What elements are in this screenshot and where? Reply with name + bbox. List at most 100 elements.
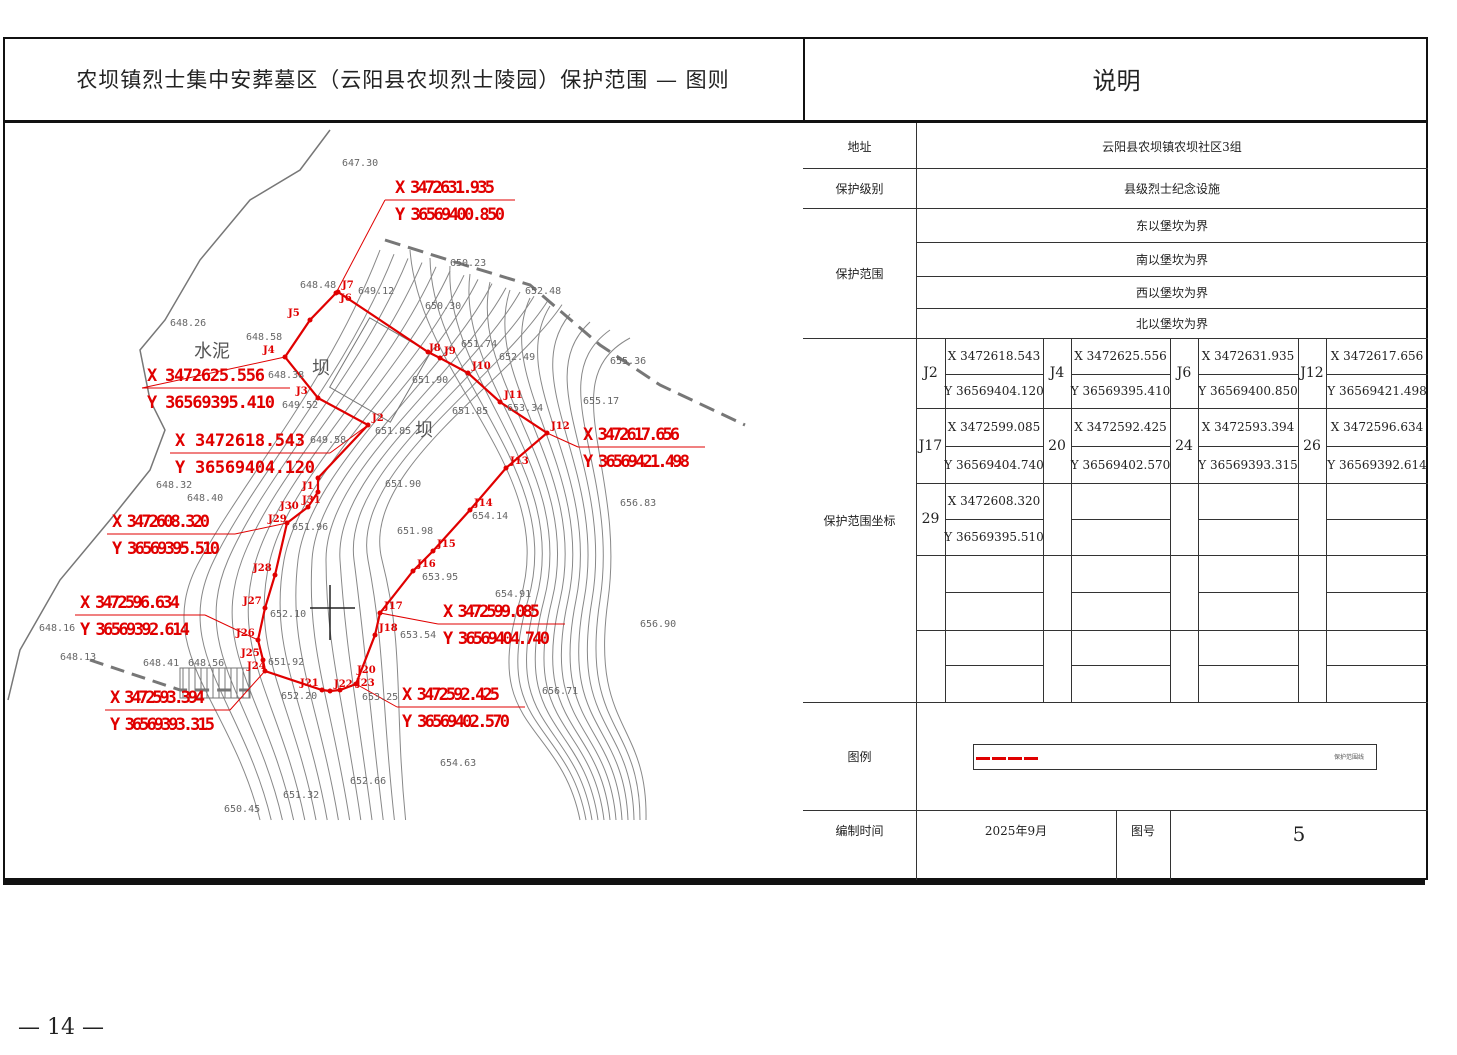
contour-line (183, 249, 381, 821)
range-value: 北以堡坎为界 (1135, 316, 1208, 331)
elevation-label: 651.85 (375, 426, 411, 437)
contour-line (468, 273, 599, 821)
contour-line (429, 257, 587, 821)
table-rule (916, 308, 1428, 309)
elevation-label: 651.85 (452, 406, 488, 417)
coord-point-label: J4 (1049, 365, 1065, 381)
elevation-label: 651.96 (292, 522, 328, 533)
table-rule (803, 338, 1428, 339)
table-rule (1326, 592, 1428, 593)
coord-y-value: Y 36569400.850 (1198, 384, 1298, 398)
table-rule (1198, 665, 1298, 666)
boundary-point-label: J17 (383, 601, 403, 612)
table-rule (1116, 810, 1117, 880)
boundary-point-marker (410, 568, 416, 574)
boundary-point-label: J1 (301, 481, 314, 492)
table-rule (916, 123, 917, 880)
callout-y-coordinate: Y 36569395.410 (147, 393, 275, 413)
elevation-label: 649.12 (358, 286, 394, 297)
range-value: 西以堡坎为界 (1135, 285, 1208, 300)
table-rule (1326, 519, 1428, 520)
table-rule (916, 702, 1428, 703)
frame-shadow (3, 880, 1425, 885)
boundary-point-label: J13 (509, 456, 529, 467)
figure-no-label: 图号 (1130, 823, 1155, 838)
elevation-label: 656.90 (640, 619, 676, 630)
coord-x-value: X 3472592.425 (1074, 420, 1167, 434)
coord-point-label: J12 (1300, 365, 1324, 381)
callout-y-coordinate: Y 36569400.850 (395, 205, 505, 225)
boundary-point-label: J24 (246, 661, 266, 672)
table-rule (1071, 338, 1072, 702)
boundary-point-label: J15 (436, 539, 456, 550)
callout-y-coordinate: Y 36569404.120 (175, 458, 315, 478)
elevation-label: 652.49 (499, 352, 535, 363)
page-number: — 14 — (18, 1015, 104, 1040)
callout-x-coordinate: X 3472631.935 (395, 178, 495, 198)
table-rule (1198, 519, 1298, 520)
coord-y-value: Y 36569404.120 (944, 384, 1044, 398)
table-rule (1326, 665, 1428, 666)
table-rule (1071, 592, 1170, 593)
callout-leader (229, 670, 266, 711)
table-rule (1170, 338, 1171, 702)
coord-y-value: Y 36569421.498 (1327, 384, 1427, 398)
coord-y-value: Y 36569392.614 (1327, 457, 1427, 472)
elevation-label: 647.30 (342, 158, 378, 169)
boundary-point-label: J10 (471, 361, 491, 372)
table-rule (916, 408, 1428, 409)
table-rule (916, 555, 1428, 556)
range-value: 南以堡坎为界 (1135, 252, 1208, 267)
callout-y-coordinate: Y 36569421.498 (583, 452, 690, 472)
boundary-point-marker (262, 605, 268, 611)
place-label: 水泥 (194, 341, 230, 362)
boundary-point-label: J31 (301, 495, 321, 506)
coord-x-value: X 3472625.556 (1074, 349, 1167, 363)
coord-x-value: X 3472631.935 (1201, 349, 1295, 363)
legend-item-label: 保护范围线 (1333, 754, 1364, 761)
boundary-point-label: J25 (240, 648, 260, 659)
elevation-label: 653.95 (422, 572, 458, 583)
contour-line (339, 291, 521, 821)
boundary-point-label: J22 (333, 679, 353, 690)
elevation-label: 648.58 (246, 332, 282, 343)
coord-point-label: 24 (1175, 437, 1193, 454)
callout-y-coordinate: Y 36569402.570 (402, 712, 510, 732)
coord-point-label: J6 (1176, 365, 1192, 381)
callout-x-coordinate: X 3472625.556 (147, 366, 265, 386)
elevation-label: 648.41 (143, 658, 179, 669)
elevation-label: 648.48 (300, 280, 336, 291)
coord-point-label: J2 (923, 365, 938, 381)
elevation-label: 651.90 (385, 479, 421, 490)
boundary-point-marker (467, 507, 473, 513)
table-rule (1198, 592, 1298, 593)
boundary-point-label: J2 (371, 413, 384, 424)
contour-line (566, 321, 635, 821)
callout-x-coordinate: X 3472599.085 (443, 602, 540, 622)
boundary-point-label: J16 (416, 559, 436, 570)
elevation-label: 652.20 (281, 691, 317, 702)
boundary-point-marker (425, 349, 431, 355)
table-rule (1071, 665, 1170, 666)
elevation-label: 654.63 (440, 758, 476, 769)
coord-point-label: 29 (921, 511, 940, 527)
table-rule (1326, 374, 1428, 375)
callout-y-coordinate: Y 36569395.510 (112, 539, 220, 559)
callout-x-coordinate: X 3472596.634 (80, 593, 180, 613)
boundary-point-label: J27 (242, 596, 262, 607)
table-rule (1071, 519, 1170, 520)
table-rule (945, 592, 1043, 593)
contour-line (279, 274, 465, 821)
callout-leader (234, 522, 288, 535)
boundary-point-label: J29 (267, 514, 287, 525)
coord-point-label: 26 (1303, 437, 1321, 454)
boundary-point-label: J8 (428, 343, 441, 354)
level-label: 保护级别 (835, 181, 884, 196)
date-value: 2025年9月 (984, 823, 1048, 838)
table-rule (1326, 446, 1428, 447)
callout-leader (141, 356, 286, 389)
monument-area (329, 317, 431, 423)
figure-no-value: 5 (1292, 822, 1306, 846)
elevation-label: 650.30 (425, 301, 461, 312)
boundary-line-sample (976, 757, 1040, 760)
